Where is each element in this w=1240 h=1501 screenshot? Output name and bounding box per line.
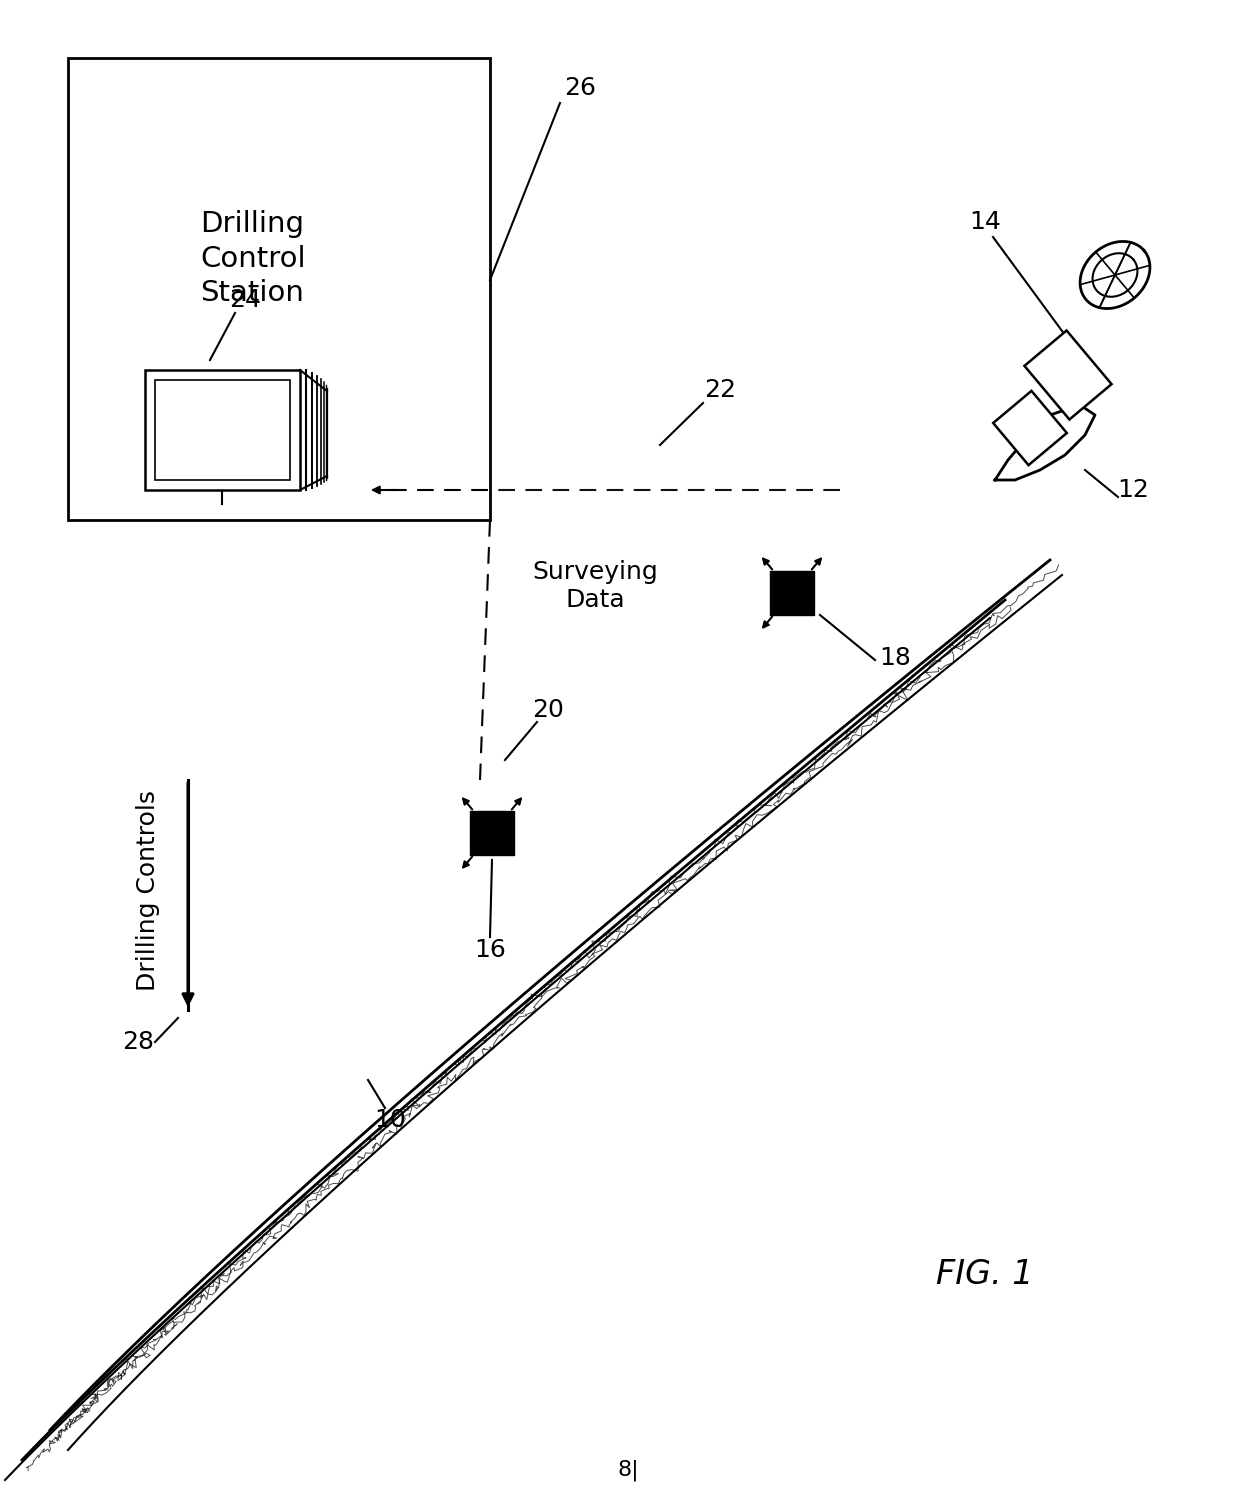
Text: 28: 28 [122,1030,154,1054]
Text: 14: 14 [970,210,1001,234]
Text: Drilling Controls: Drilling Controls [136,790,160,991]
Text: 10: 10 [374,1108,405,1132]
Text: 24: 24 [229,288,260,312]
Text: 26: 26 [564,77,596,101]
Bar [145,371,300,489]
Polygon shape [993,390,1066,465]
Text: 18: 18 [879,645,911,669]
Text: 22: 22 [704,378,737,402]
Bar [470,811,515,856]
Bar [770,570,813,615]
Text: FIG. 1: FIG. 1 [936,1258,1034,1291]
Polygon shape [1024,330,1111,419]
Text: Surveying
Data: Surveying Data [532,560,658,612]
Bar [155,380,290,480]
Bar [68,59,490,519]
Text: Drilling
Control
Station: Drilling Control Station [200,210,305,308]
Text: 20: 20 [532,698,564,722]
Text: 8|: 8| [618,1459,639,1481]
Text: 12: 12 [1117,477,1149,501]
Text: 16: 16 [474,938,506,962]
